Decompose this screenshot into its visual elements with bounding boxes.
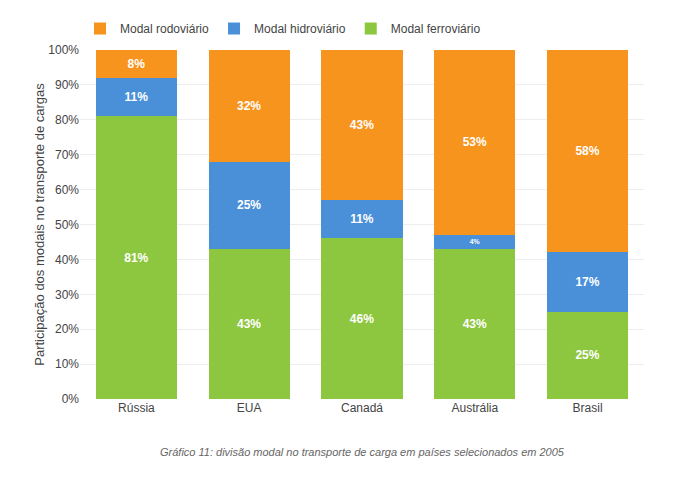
svg-text:25%: 25% xyxy=(575,348,599,362)
svg-text:30%: 30% xyxy=(55,288,79,302)
svg-text:17%: 17% xyxy=(575,275,599,289)
svg-text:0%: 0% xyxy=(62,392,80,406)
svg-text:43%: 43% xyxy=(237,317,261,331)
svg-text:58%: 58% xyxy=(575,144,599,158)
svg-text:Participação dos modais no tra: Participação dos modais no transporte de… xyxy=(32,83,47,366)
svg-text:70%: 70% xyxy=(55,148,79,162)
svg-text:53%: 53% xyxy=(463,135,487,149)
svg-text:4%: 4% xyxy=(470,238,480,245)
svg-text:60%: 60% xyxy=(55,183,79,197)
svg-text:Modal rodoviário: Modal rodoviário xyxy=(120,22,209,36)
svg-text:10%: 10% xyxy=(55,357,79,371)
svg-text:11%: 11% xyxy=(350,212,374,226)
svg-text:Modal hidroviário: Modal hidroviário xyxy=(254,22,346,36)
svg-text:43%: 43% xyxy=(350,118,374,132)
svg-text:100%: 100% xyxy=(48,43,79,57)
svg-text:20%: 20% xyxy=(55,322,79,336)
svg-text:81%: 81% xyxy=(124,251,148,265)
svg-text:EUA: EUA xyxy=(237,401,262,415)
svg-text:46%: 46% xyxy=(350,312,374,326)
svg-text:Canadá: Canadá xyxy=(341,401,383,415)
svg-text:8%: 8% xyxy=(128,57,146,71)
svg-text:Modal ferroviário: Modal ferroviário xyxy=(391,22,481,36)
svg-text:Rússia: Rússia xyxy=(118,401,155,415)
svg-text:Brasil: Brasil xyxy=(573,401,603,415)
svg-text:80%: 80% xyxy=(55,113,79,127)
svg-text:25%: 25% xyxy=(237,198,261,212)
svg-text:32%: 32% xyxy=(237,99,261,113)
svg-text:90%: 90% xyxy=(55,78,79,92)
svg-text:Austrália: Austrália xyxy=(451,401,498,415)
svg-text:43%: 43% xyxy=(463,317,487,331)
svg-text:11%: 11% xyxy=(125,90,149,104)
svg-text:Gráfico 11: divisão modal no t: Gráfico 11: divisão modal no transporte … xyxy=(160,446,565,458)
svg-text:50%: 50% xyxy=(55,218,79,232)
svg-text:40%: 40% xyxy=(55,253,79,267)
